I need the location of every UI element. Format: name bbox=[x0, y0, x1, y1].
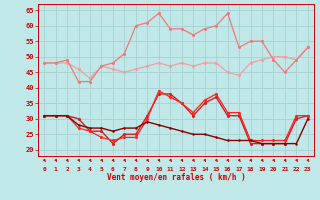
X-axis label: Vent moyen/en rafales ( km/h ): Vent moyen/en rafales ( km/h ) bbox=[107, 174, 245, 182]
